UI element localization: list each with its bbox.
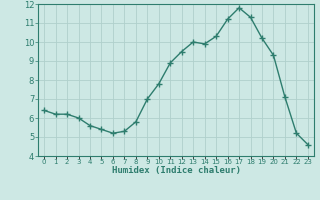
X-axis label: Humidex (Indice chaleur): Humidex (Indice chaleur) (111, 166, 241, 175)
